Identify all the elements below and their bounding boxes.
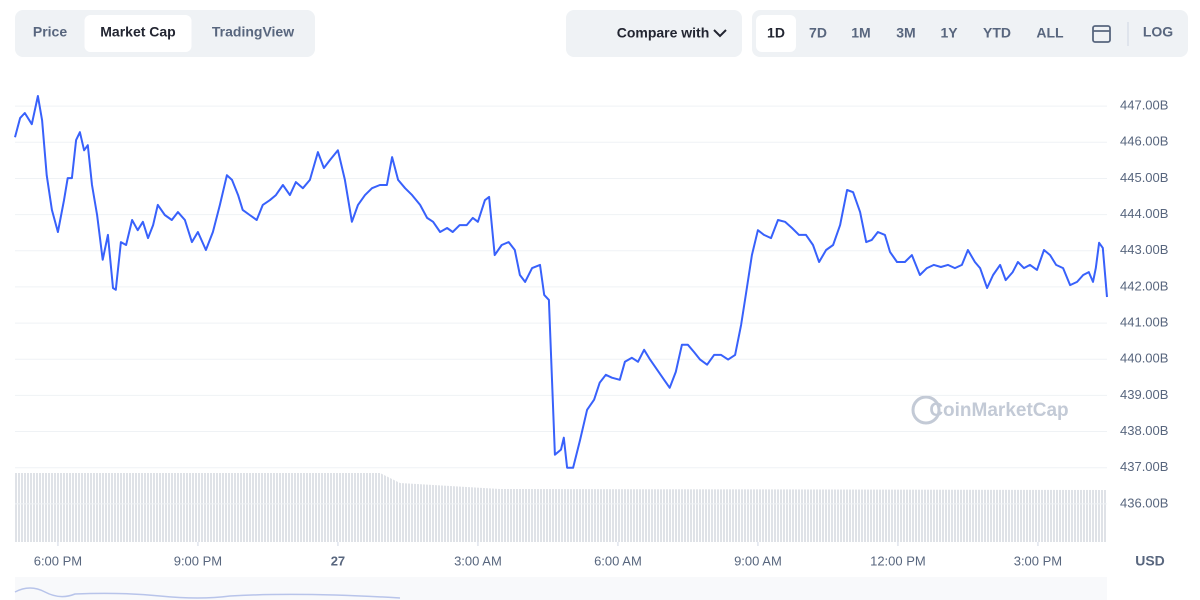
minimap-line <box>14 587 401 599</box>
price-line <box>14 95 1108 469</box>
x-tick-label: 9:00 PM <box>174 553 222 568</box>
calendar-icon[interactable] <box>1092 25 1111 43</box>
range-tab[interactable]: ALL <box>1036 25 1064 41</box>
view-tab[interactable]: Price <box>33 24 67 40</box>
range-tab[interactable]: 1M <box>851 25 870 41</box>
x-tick-label: 12:00 PM <box>870 553 926 568</box>
compare-label: Compare with <box>617 25 710 41</box>
range-tab[interactable]: 1Y <box>940 25 958 41</box>
x-tick-label: 27 <box>331 553 345 568</box>
minimap <box>15 577 1107 600</box>
log-button[interactable]: LOG <box>1143 24 1173 40</box>
y-tick-label: 447.00B <box>1120 98 1168 113</box>
range-selected <box>756 15 796 52</box>
x-tick-label: 6:00 PM <box>34 553 82 568</box>
x-tick-label: 6:00 AM <box>594 553 642 568</box>
view-tab[interactable]: TradingView <box>212 24 294 40</box>
watermark: CoinMarketCap <box>929 400 1068 421</box>
range-tabs <box>752 10 1188 57</box>
y-tick-label: 438.00B <box>1120 423 1168 438</box>
y-tick-label: 436.00B <box>1120 495 1168 510</box>
compare-button[interactable] <box>566 10 742 57</box>
range-tab[interactable]: 3M <box>896 25 915 41</box>
range-tab[interactable]: 7D <box>809 25 827 41</box>
range-tab[interactable]: 1D <box>767 25 785 41</box>
x-tick-label: 9:00 AM <box>734 553 782 568</box>
chevron-icon <box>713 29 727 38</box>
currency-label: USD <box>1135 553 1165 569</box>
y-tick-label: 444.00B <box>1120 206 1168 221</box>
x-tick-label: 3:00 AM <box>454 553 502 568</box>
y-tick-label: 440.00B <box>1120 351 1168 366</box>
view-tab[interactable]: Market Cap <box>100 24 175 40</box>
y-tick-label: 442.00B <box>1120 278 1168 293</box>
y-tick-label: 439.00B <box>1120 387 1168 402</box>
y-tick-label: 445.00B <box>1120 170 1168 185</box>
x-tick-label: 3:00 PM <box>1014 553 1062 568</box>
y-tick-label: 443.00B <box>1120 242 1168 257</box>
watermark-logo <box>911 395 941 425</box>
volume-band <box>15 473 1107 542</box>
y-tick-label: 441.00B <box>1120 315 1168 330</box>
y-tick-label: 446.00B <box>1120 134 1168 149</box>
y-tick-label: 437.00B <box>1120 459 1168 474</box>
tab-selected <box>84 15 192 52</box>
range-tab[interactable]: YTD <box>983 25 1011 41</box>
